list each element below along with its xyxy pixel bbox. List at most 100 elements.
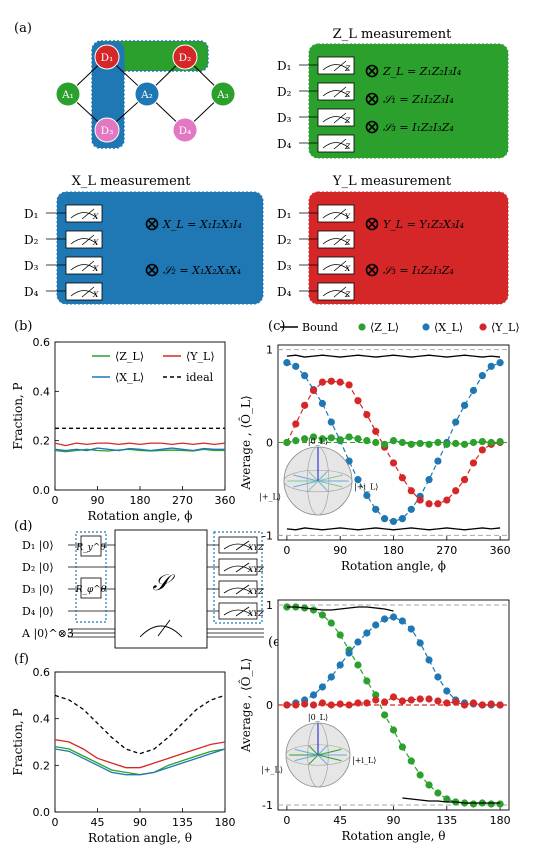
meter-basis: X <box>92 264 99 273</box>
meter-needle <box>333 208 347 220</box>
data-point <box>327 377 335 385</box>
data-point <box>381 440 389 448</box>
legend-label: ⟨Y_L⟩ <box>186 350 215 363</box>
meter-arc <box>223 543 253 550</box>
meter-needle <box>333 138 347 150</box>
meter-box <box>65 230 103 249</box>
data-point <box>487 362 495 370</box>
xl-measurement-panel: X_L measurement D₁ X D₂ X D₃ X D₄ X X_L = X₁I₂X₃… <box>24 174 264 305</box>
otimes-cross <box>367 122 377 132</box>
data-point <box>425 781 433 789</box>
meter-box <box>317 82 355 101</box>
y-axis-label: Average , ⟨Ô_L⟩ <box>237 658 253 753</box>
meter-basis: X <box>92 212 99 221</box>
operator-equation: 𝒮₂ = X₁X₂X₃X₄ <box>163 264 241 277</box>
otimes-icon <box>145 263 159 277</box>
meter-box <box>65 282 103 301</box>
state-vector <box>317 474 343 482</box>
operator-row: 𝒮₁ = Z₁I₂Z₃I₄ <box>365 92 454 106</box>
y-tick-label: -1 <box>262 799 273 812</box>
data-point <box>336 436 344 444</box>
y-tick-label: 0.4 <box>33 713 51 726</box>
xl-title: X_L measurement <box>72 174 192 189</box>
lattice-node-a3: A₃ <box>210 81 236 107</box>
panel-label-a: (a) <box>14 21 32 36</box>
node-circle <box>210 81 236 107</box>
data-point <box>309 386 318 395</box>
meter-icon: Z <box>317 282 355 301</box>
data-point <box>327 619 335 627</box>
x-tick-label: 180 <box>130 494 151 507</box>
operator-equation: 𝒮₁ = Z₁I₂Z₃I₄ <box>383 93 454 106</box>
data-point <box>345 649 353 657</box>
x-axis-label: Rotation angle, θ <box>341 829 445 843</box>
meter-icon: Z <box>317 56 355 75</box>
otimes-icon <box>365 92 379 106</box>
otimes-icon <box>365 263 379 277</box>
legend-marker <box>479 323 487 331</box>
plot-f: 0 45 90 135 180 0.0 0.2 0.4 0.6 Rotation angle, θ… <box>11 666 236 845</box>
meter-needle <box>333 86 347 98</box>
meter-basis: Z <box>344 290 351 299</box>
data-point <box>434 673 442 681</box>
meter-box <box>218 558 258 576</box>
data-point <box>336 661 344 669</box>
meter-basis: Z <box>344 116 351 125</box>
data-point <box>309 606 318 614</box>
series-line-1 <box>54 739 226 769</box>
ancilla-meter-needle <box>157 619 171 637</box>
ancilla-meter-arc <box>139 625 183 638</box>
meter-basis: X <box>92 238 99 247</box>
state-vector <box>293 480 319 488</box>
legend-label: Bound <box>302 321 338 334</box>
state-vector <box>308 470 319 482</box>
circuit-row-label: D₂ |0⟩ <box>22 561 54 575</box>
data-point <box>443 687 451 695</box>
y-axis-label: Fraction, P <box>11 382 25 449</box>
x-tick-label: 360 <box>215 494 236 507</box>
x-tick-label: 180 <box>383 544 404 557</box>
legend-label: ⟨Y_L⟩ <box>491 321 520 334</box>
meter-icon: XYZ <box>218 602 264 620</box>
operator-equation: 𝒮₃ = I₁Z₂I₃Z₄ <box>383 264 454 277</box>
data-point <box>425 656 433 664</box>
circuit-row-label: A |0⟩^⊗3 <box>21 627 74 641</box>
panel-label-c: (c) <box>268 319 285 334</box>
bound-line-upper <box>286 354 501 358</box>
data-point <box>389 613 398 621</box>
meter-icon: Z <box>317 134 355 153</box>
meter-icon: X <box>317 256 355 275</box>
data-point <box>434 457 442 465</box>
x-tick-label: 135 <box>172 816 193 829</box>
meter-box <box>317 204 355 223</box>
node-circle <box>172 44 198 70</box>
y-tick-label: 0.2 <box>33 759 51 772</box>
data-point <box>443 496 451 504</box>
data-point <box>398 743 406 751</box>
zl-measurement-panel: Z_L measurement D₁ Z D₂ Z D₃ Z D₄ Z Z_L = Z₁Z₂I₃… <box>277 27 509 159</box>
x-tick-label: 180 <box>215 816 236 829</box>
state-vector <box>317 470 328 482</box>
meter-basis: XYZ <box>247 609 264 618</box>
data-point <box>416 695 424 703</box>
meter-basis: X <box>344 264 351 273</box>
data-point <box>398 515 406 523</box>
data-point <box>363 411 371 419</box>
operator-equation: Y_L = Y₁Z₂X₃I₄ <box>383 218 464 231</box>
y-tick-label: 0.4 <box>33 385 51 398</box>
gate-ry <box>80 535 102 557</box>
data-point <box>372 621 380 629</box>
meter-arc <box>322 64 350 71</box>
meter-icon: X <box>65 204 103 223</box>
qubit-label: D₃ <box>277 259 292 273</box>
zl-box <box>308 43 509 159</box>
lattice-node-d3: D₃ <box>94 117 120 143</box>
data-point <box>496 800 504 808</box>
meter-needle <box>235 584 250 595</box>
data-point <box>301 372 309 380</box>
data-point <box>336 378 344 386</box>
state-vector <box>294 748 319 756</box>
operator-equation: 𝒮₃ = I₁Z₂I₃Z₄ <box>383 121 454 134</box>
meter-basis: Z <box>344 238 351 247</box>
